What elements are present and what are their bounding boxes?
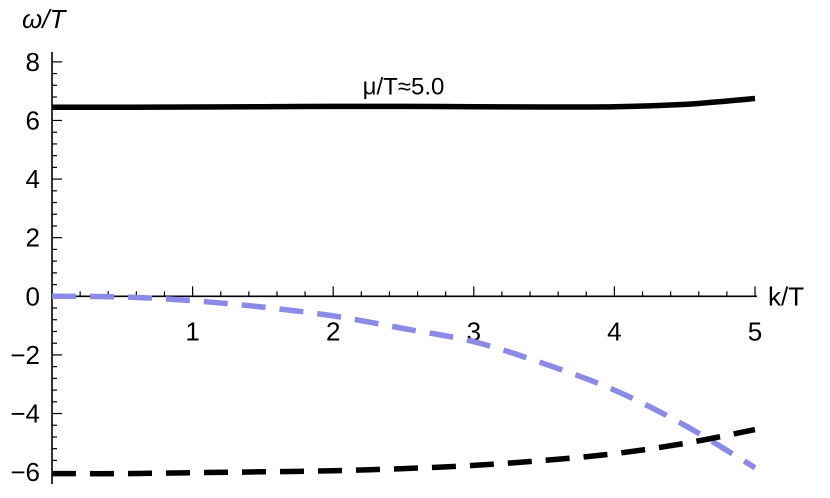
series-line-3-dashed bbox=[51, 426, 756, 477]
series-line-2-dashed bbox=[51, 293, 757, 471]
series-line-1-solid bbox=[52, 95, 756, 111]
chart-annotation: μ/T≈5.0 bbox=[363, 73, 445, 100]
x-tick-label: 4 bbox=[607, 316, 621, 346]
y-tick-label: −6 bbox=[10, 457, 40, 487]
y-tick-label: 4 bbox=[26, 164, 40, 194]
series-layer bbox=[51, 95, 757, 477]
y-tick-label: 2 bbox=[26, 223, 40, 253]
x-tick-label: 5 bbox=[748, 316, 762, 346]
y-axis-label: ω/T bbox=[22, 4, 67, 34]
y-tick-label: −2 bbox=[10, 340, 40, 370]
x-tick-label: 2 bbox=[326, 316, 340, 346]
y-tick-label: −4 bbox=[10, 399, 40, 429]
y-tick-label: 8 bbox=[26, 47, 40, 77]
y-tick-label: 0 bbox=[26, 281, 40, 311]
x-tick-label: 1 bbox=[185, 316, 199, 346]
y-tick-label: 6 bbox=[26, 105, 40, 135]
x-axis-label: k/T bbox=[768, 281, 804, 311]
